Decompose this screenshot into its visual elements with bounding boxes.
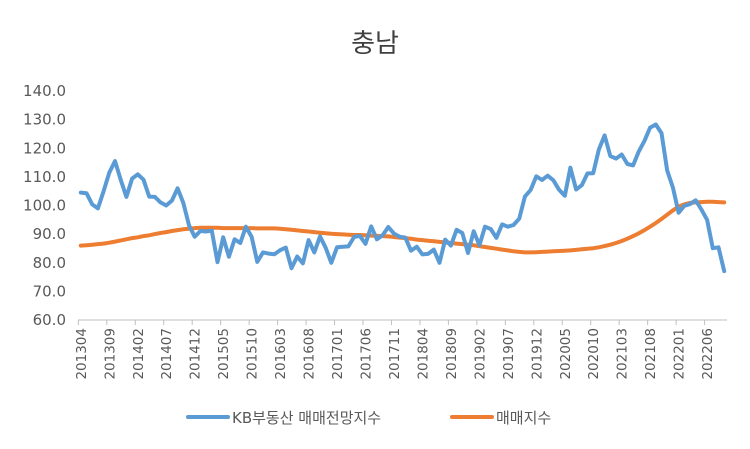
series-line-0 bbox=[78, 122, 727, 274]
x-tick-label: 201902 bbox=[472, 328, 488, 380]
x-tick-label: 202005 bbox=[558, 328, 574, 380]
y-tick-label: 90.0 bbox=[33, 225, 66, 243]
legend-label-0: KB부동산 매매전망지수 bbox=[232, 409, 381, 427]
y-tick-label: 110.0 bbox=[23, 168, 66, 186]
x-tick-label: 201706 bbox=[358, 328, 374, 380]
y-tick-label: 80.0 bbox=[33, 254, 66, 272]
x-tick-label: 202201 bbox=[672, 328, 688, 380]
y-tick-label: 140.0 bbox=[23, 82, 66, 100]
x-tick-label: 201407 bbox=[159, 328, 175, 380]
x-tick-label: 201912 bbox=[529, 328, 545, 380]
x-tick-label: 201608 bbox=[302, 328, 318, 380]
x-tick-label: 201603 bbox=[273, 328, 289, 380]
y-tick-label: 60.0 bbox=[33, 311, 66, 329]
x-tick-label: 202108 bbox=[643, 328, 659, 380]
x-tick-label: 201711 bbox=[387, 328, 403, 380]
x-tick-label: 202103 bbox=[615, 328, 631, 380]
x-tick-label: 201309 bbox=[102, 328, 118, 380]
x-tick-label: 201505 bbox=[216, 328, 232, 380]
y-tick-label: 120.0 bbox=[23, 139, 66, 157]
y-axis: 60.0 70.0 80.0 90.0 100.0 110.0 120.0 130.0 140.… bbox=[23, 82, 66, 329]
x-tick-label: 201804 bbox=[415, 328, 431, 380]
x-tick-label: 201402 bbox=[131, 328, 147, 380]
series-line-1 bbox=[78, 199, 727, 255]
y-tick-label: 70.0 bbox=[33, 282, 66, 300]
x-tick-label: 201701 bbox=[330, 328, 346, 380]
legend: KB부동산 매매전망지수 매매지수 bbox=[186, 409, 551, 427]
legend-label-1: 매매지수 bbox=[496, 409, 551, 427]
y-tick-label: 130.0 bbox=[23, 111, 66, 129]
x-axis: 201304 201309 201402 201407 201412 201505 2015… bbox=[74, 320, 716, 380]
x-tick-label: 201510 bbox=[245, 328, 261, 380]
x-tick-label: 201412 bbox=[188, 328, 204, 380]
x-tick-label: 201304 bbox=[74, 328, 90, 380]
series-layer bbox=[78, 122, 727, 274]
x-tick-label: 201809 bbox=[444, 328, 460, 380]
x-tick-label: 202206 bbox=[700, 328, 716, 380]
x-tick-label: 202010 bbox=[586, 328, 602, 380]
chart-title: 충남 bbox=[351, 29, 399, 59]
y-tick-label: 100.0 bbox=[23, 197, 66, 215]
x-tick-label: 201907 bbox=[501, 328, 517, 380]
